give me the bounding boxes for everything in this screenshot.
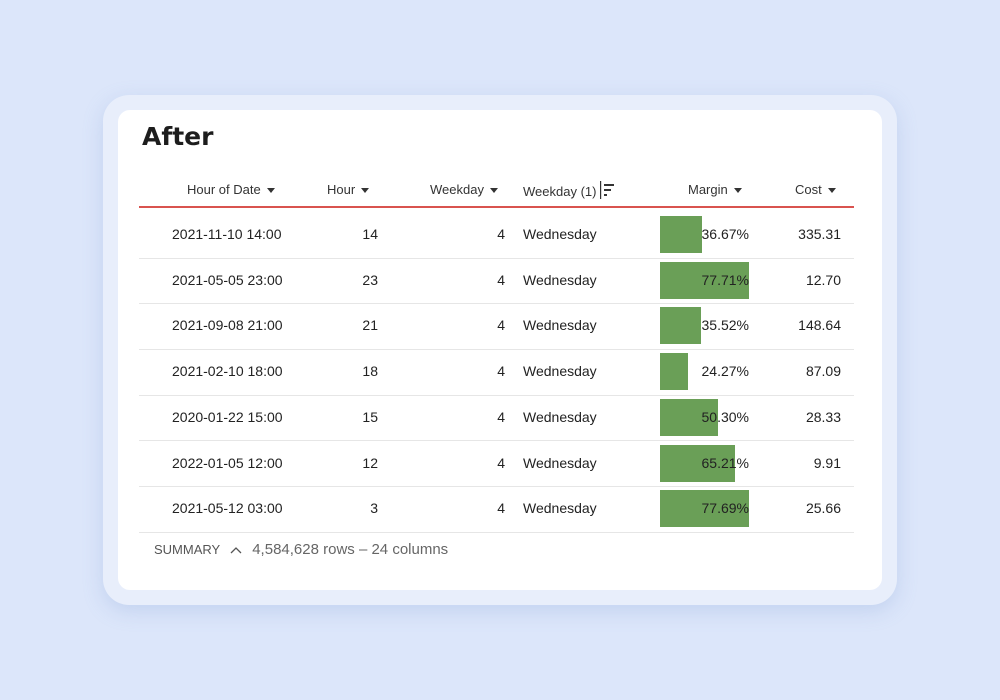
column-label: Hour of Date — [187, 182, 261, 197]
table-row[interactable]: 2021-09-08 21:00 21 4 Wednesday 35.52% 148.64 — [139, 303, 854, 351]
chevron-up-icon[interactable] — [230, 542, 242, 557]
weekday-name-cell: Wednesday — [523, 271, 597, 288]
table-row[interactable]: 2021-02-10 18:00 18 4 Wednesday 24.27% 87.09 — [139, 349, 854, 396]
margin-cell: 50.30% — [701, 408, 749, 425]
cost-cell: 9.91 — [813, 454, 841, 471]
margin-cell: 36.67% — [701, 226, 749, 242]
hour-cell: 14 — [362, 226, 378, 242]
caret-down-icon[interactable] — [489, 188, 498, 194]
weekday-cell: 4 — [497, 454, 505, 471]
margin-cell: 24.27% — [701, 363, 749, 380]
cost-cell: 335.31 — [798, 226, 841, 242]
hour-cell: 21 — [362, 317, 378, 334]
weekday-cell: 4 — [497, 317, 505, 334]
caret-down-icon[interactable] — [266, 188, 275, 194]
margin-bar — [660, 353, 688, 391]
margin-bar — [660, 261, 750, 299]
margin-cell: 77.71% — [701, 271, 749, 288]
row-column-count: 4,584,628 rows – 24 columns — [252, 541, 449, 558]
margin-cell: 35.52% — [701, 317, 749, 334]
column-label: Margin — [688, 182, 728, 197]
date-cell: 2021-09-08 21:00 — [172, 317, 283, 334]
weekday-cell: 4 — [497, 271, 505, 288]
cost-cell: 28.33 — [805, 408, 841, 425]
caret-down-icon[interactable] — [827, 188, 836, 194]
weekday-cell: 4 — [497, 226, 505, 242]
table-row[interactable]: 2022-01-05 12:00 12 4 Wednesday 65.21% 9.91 — [139, 441, 854, 488]
table-row[interactable]: 2021-11-10 14:00 14 4 Wednesday 36.67% 335.31 — [139, 212, 854, 259]
hour-cell: 23 — [362, 271, 378, 288]
column-label: Weekday — [430, 182, 484, 197]
date-cell: 2021-05-05 23:00 — [172, 271, 283, 288]
cost-cell: 87.09 — [805, 363, 841, 380]
hour-cell: 12 — [362, 454, 378, 471]
weekday-name-cell: Wednesday — [523, 317, 597, 334]
weekday-name-cell: Wednesday — [523, 500, 597, 517]
weekday-name-cell: Wednesday — [523, 408, 597, 425]
summary-toggle[interactable]: SUMMARY — [154, 542, 221, 557]
date-cell: 2021-02-10 18:00 — [172, 363, 283, 380]
hour-cell: 18 — [362, 363, 378, 380]
column-header-cost[interactable]: Cost — [795, 181, 836, 199]
column-label: Weekday (1) — [523, 183, 597, 199]
weekday-cell: 4 — [497, 500, 505, 517]
summary-bar: SUMMARY 4,584,628 rows – 24 columns — [154, 541, 448, 558]
weekday-cell: 4 — [497, 363, 505, 380]
date-cell: 2022-01-05 12:00 — [172, 454, 283, 471]
caret-down-icon[interactable] — [733, 188, 742, 194]
table-row[interactable]: 2021-05-12 03:00 3 4 Wednesday 77.69% 25.66 — [139, 486, 854, 533]
hour-cell: 15 — [362, 408, 378, 425]
weekday-name-cell: Wednesday — [523, 363, 597, 380]
table-row[interactable]: 2021-05-05 23:00 23 4 Wednesday 77.71% 12.70 — [139, 258, 854, 305]
margin-bar — [660, 216, 703, 253]
column-header-weekday-1[interactable]: Weekday (1) — [523, 181, 616, 199]
date-cell: 2021-05-12 03:00 — [172, 500, 283, 517]
margin-bar — [660, 444, 735, 482]
column-header-weekday[interactable]: Weekday — [430, 181, 498, 199]
column-header-hour[interactable]: Hour — [327, 181, 370, 199]
margin-cell: 77.69% — [701, 500, 749, 517]
sort-icon[interactable] — [600, 181, 616, 204]
page-title: After — [142, 122, 214, 151]
date-cell: 2020-01-22 15:00 — [172, 408, 283, 425]
column-label: Cost — [795, 182, 822, 197]
header-divider — [139, 206, 854, 208]
hour-cell: 3 — [370, 500, 378, 517]
margin-bar — [660, 398, 718, 436]
date-cell: 2021-11-10 14:00 — [172, 226, 282, 242]
caret-down-icon[interactable] — [361, 188, 370, 194]
margin-cell: 65.21% — [701, 454, 749, 471]
weekday-name-cell: Wednesday — [523, 226, 597, 242]
cost-cell: 25.66 — [805, 500, 841, 517]
weekday-name-cell: Wednesday — [523, 454, 597, 471]
column-label: Hour — [327, 182, 356, 197]
table-row[interactable]: 2020-01-22 15:00 15 4 Wednesday 50.30% 28.33 — [139, 395, 854, 442]
cost-cell: 12.70 — [805, 271, 841, 288]
margin-bar — [660, 490, 750, 528]
column-header-margin[interactable]: Margin — [688, 181, 742, 199]
column-header-hour-of-date[interactable]: Hour of Date — [187, 181, 275, 199]
cost-cell: 148.64 — [798, 317, 841, 334]
margin-bar — [660, 307, 701, 345]
weekday-cell: 4 — [497, 408, 505, 425]
